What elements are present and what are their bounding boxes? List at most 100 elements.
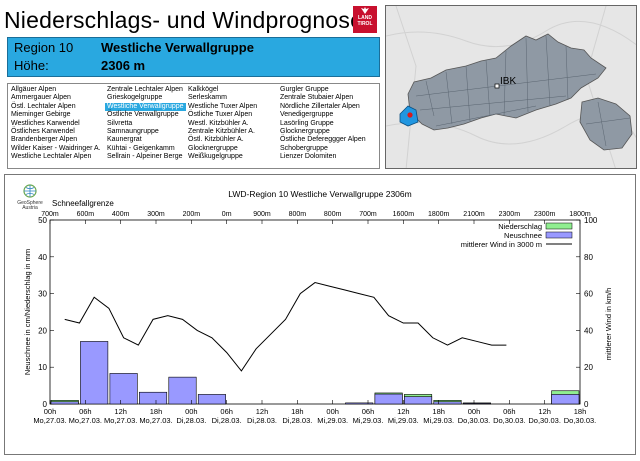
region-list-item[interactable]: Zentrale Stubaier Alpen (280, 94, 354, 102)
region-list-item[interactable]: Kaunergrat (107, 136, 142, 144)
new-snow-bar (462, 402, 491, 405)
new-snow-bar (345, 402, 374, 405)
x-tick-date: Do,30.03. (458, 416, 491, 425)
snowline-value: 400m (112, 211, 130, 218)
region-name: Westliche Verwallgruppe (101, 40, 254, 55)
y-tick-label: 50 (38, 216, 47, 225)
eagle-icon (361, 7, 369, 14)
region-list-item[interactable]: Östliche Defereggger Alpen (280, 136, 366, 144)
app-title: Niederschlags- und Windprognose (4, 7, 364, 33)
region-list-item[interactable]: Östliche Verwallgruppe (107, 111, 179, 119)
snowline-value: 1600m (393, 211, 415, 218)
x-tick-time: 06h (220, 407, 233, 416)
y-tick-label: 20 (38, 326, 47, 335)
land-tirol-logo: LAND TIROL (353, 6, 377, 33)
snowline-value: 1800m (569, 211, 591, 218)
wind-line (64, 282, 507, 372)
region-list-item[interactable]: Wilder Kaiser - Waidringer A. (11, 144, 101, 152)
new-snow-bar (139, 391, 168, 405)
region-list-item[interactable]: Lasörling Gruppe (280, 119, 334, 127)
tirol-region-map[interactable]: IBK (385, 5, 637, 169)
region-column-3: Kalkkögel Serleskamm Westliche Tuxer Alpen… (188, 86, 257, 162)
region-list-item[interactable]: Silvretta (107, 119, 133, 127)
x-tick-date: Di,28.03. (212, 416, 242, 425)
region-list-item[interactable]: Sellrain - Alpeiner Berge (107, 153, 183, 161)
region-list-item[interactable]: Glocknergruppe (280, 127, 330, 135)
snowline-value: 700m (41, 211, 59, 218)
region-list-item[interactable]: Kalkkögel (188, 86, 219, 93)
snowline-value: 1800m (428, 211, 450, 218)
region-list-item[interactable]: Schobergruppe (280, 144, 328, 152)
geosphere-brand: GeoSphere Austria (14, 184, 46, 211)
region-list-item[interactable]: Östl. Kitzbühler A. (188, 136, 244, 144)
region-list-item[interactable]: Westliche Verwallgruppe (105, 102, 186, 112)
region-list-item[interactable]: Westliche Tuxer Alpen (188, 102, 258, 110)
new-snow-bar (433, 401, 462, 405)
region-list-item[interactable]: Venedigergruppe (280, 111, 334, 119)
x-tick-time: 12h (256, 407, 269, 416)
region-list-item[interactable]: Westliches Karwendel (11, 119, 80, 127)
region-list-item[interactable]: Östl. Lechtaler Alpen (11, 102, 76, 110)
region-list-item[interactable]: Brandenberger Alpen (11, 136, 78, 144)
x-tick-date: Di,28.03. (176, 416, 206, 425)
x-tick-date: Mi,29.03. (423, 416, 454, 425)
new-snow-bar (50, 401, 79, 405)
city-marker-icon (494, 83, 500, 89)
new-snow-bar (80, 341, 109, 405)
region-list-item[interactable]: Allgäuer Alpen (11, 86, 57, 93)
brand-country: Austria (22, 205, 38, 211)
legend-swatch (545, 231, 573, 239)
x-tick-time: 06h (362, 407, 375, 416)
region-list-item[interactable]: Ammergauer Alpen (11, 94, 71, 102)
y2-tick-label: 40 (584, 326, 593, 335)
tirol-north-shape (407, 33, 607, 131)
x-tick-time: 12h (538, 407, 551, 416)
snowline-value: 2100m (463, 211, 485, 218)
snowline-value: 2300m (534, 211, 556, 218)
y-tick-label: 10 (38, 363, 47, 372)
y2-tick-label: 20 (584, 363, 593, 372)
brand-name: GeoSphere (17, 200, 43, 206)
y2-tick-label: 80 (584, 253, 593, 262)
region-list-item[interactable]: Östliches Karwendel (11, 127, 75, 135)
region-list-item[interactable]: Mieminger Gebirge (11, 111, 71, 119)
region-list-item[interactable]: Östliche Tuxer Alpen (188, 111, 253, 119)
city-label: IBK (500, 76, 516, 87)
region-list-item[interactable]: Lienzer Dolomiten (280, 153, 337, 161)
tirol-east-shape (579, 97, 633, 151)
new-snow-bar (197, 394, 226, 405)
x-tick-date: Mo,27.03. (139, 416, 172, 425)
region-column-1: Allgäuer Alpen Ammergauer Alpen Östl. Lech… (11, 86, 101, 162)
y-tick-label: 30 (38, 290, 47, 299)
region-column-2: Zentrale Lechtaler Alpen Grieskogelgruppe… (105, 86, 186, 162)
legend-label: Neuschnee (504, 231, 542, 240)
region-list-item[interactable]: Kühtai - Geigenkamm (107, 144, 175, 152)
logo-text-land: LAND (358, 15, 372, 21)
x-tick-time: 12h (397, 407, 410, 416)
region-list-item[interactable]: Serleskamm (188, 94, 227, 102)
x-tick-time: 06h (503, 407, 516, 416)
legend-swatch (545, 222, 573, 230)
region-list-item[interactable]: Glocknergruppe (188, 144, 238, 152)
legend-label: mittlerer Wind in 3000 m (461, 240, 542, 249)
region-list-item[interactable]: Grieskogelgruppe (107, 94, 163, 102)
x-tick-date: Di,28.03. (282, 416, 312, 425)
region-list-item[interactable]: Westliche Lechtaler Alpen (11, 153, 92, 161)
region-list-item[interactable]: Nördliche Zillertaler Alpen (280, 102, 360, 110)
x-tick-date: Mo,27.03. (33, 416, 66, 425)
region-list-item[interactable]: Weißkugelgruppe (188, 153, 243, 161)
x-tick-date: Do,30.03. (564, 416, 597, 425)
x-tick-time: 00h (468, 407, 481, 416)
x-tick-date: Mo,27.03. (104, 416, 137, 425)
snowline-value: 800m (289, 211, 307, 218)
snowline-value: 800m (324, 211, 342, 218)
region-list-item[interactable]: Gurgler Gruppe (280, 86, 329, 93)
snowline-value: 900m (253, 211, 271, 218)
region-list-item[interactable]: Zentrale Lechtaler Alpen (107, 86, 183, 93)
snowline-label: Schneefallgrenze (52, 199, 114, 208)
x-tick-time: 06h (79, 407, 92, 416)
region-list-item[interactable]: Zentrale Kitzbühler A. (188, 127, 255, 135)
x-tick-date: Mi,29.03. (353, 416, 384, 425)
region-list-item[interactable]: Westl. Kitzbühler A. (188, 119, 249, 127)
region-list-item[interactable]: Samnaungruppe (107, 127, 159, 135)
